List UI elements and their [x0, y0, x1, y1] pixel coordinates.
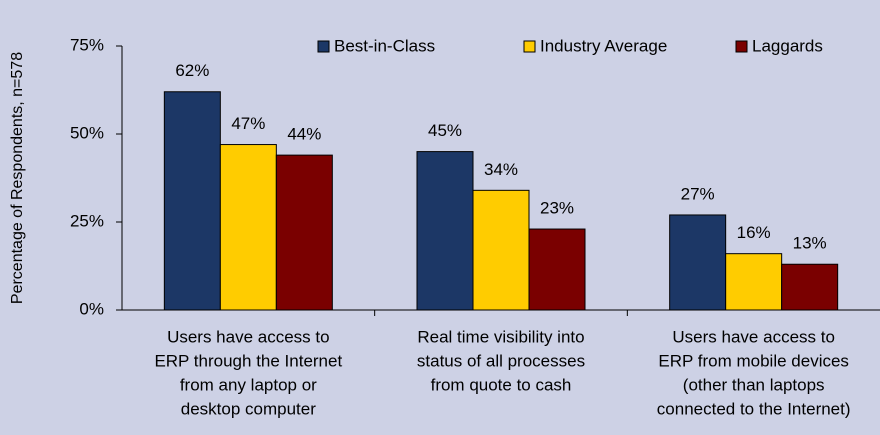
bar: [163, 91, 221, 311]
y-tick-label: 25%: [70, 211, 104, 230]
x-tick-label: from any laptop or: [180, 375, 317, 394]
x-tick-label: desktop computer: [181, 399, 316, 418]
x-tick-label: Real time visibility into: [417, 327, 584, 346]
bar: [725, 253, 783, 311]
bar: [275, 154, 333, 311]
value-label: 16%: [737, 223, 771, 242]
value-label: 62%: [175, 61, 209, 80]
y-tick-label: 0%: [79, 299, 104, 318]
x-tick-label: from quote to cash: [431, 375, 572, 394]
value-label: 44%: [287, 125, 321, 144]
legend-label: Laggards: [752, 36, 823, 55]
value-label: 47%: [231, 114, 265, 133]
x-tick-label: connected to the Internet): [657, 399, 851, 418]
y-tick-label: 50%: [70, 123, 104, 142]
x-tick-label: ERP from mobile devices: [658, 351, 849, 370]
value-label: 34%: [484, 160, 518, 179]
y-tick-label: 75%: [70, 35, 104, 54]
legend-label: Best-in-Class: [334, 36, 435, 55]
legend-swatch: [317, 40, 330, 53]
bar: [219, 144, 277, 311]
x-tick-label: Users have access to: [167, 327, 330, 346]
bar: [416, 151, 474, 311]
legend-label: Industry Average: [540, 36, 667, 55]
bar: [669, 214, 727, 311]
value-label: 45%: [428, 121, 462, 140]
y-axis-label: Percentage of Respondents, n=578: [9, 52, 26, 304]
bar: [528, 228, 586, 311]
bar: [472, 189, 530, 311]
x-tick-label: (other than laptops: [683, 375, 825, 394]
legend-swatch: [735, 40, 748, 53]
value-label: 13%: [793, 234, 827, 253]
x-tick-label: status of all processes: [417, 351, 585, 370]
bar: [781, 263, 839, 311]
legend-swatch: [523, 40, 536, 53]
x-tick-label: Users have access to: [672, 327, 835, 346]
value-label: 23%: [540, 199, 574, 218]
x-tick-label: ERP through the Internet: [154, 351, 342, 370]
value-label: 27%: [681, 184, 715, 203]
